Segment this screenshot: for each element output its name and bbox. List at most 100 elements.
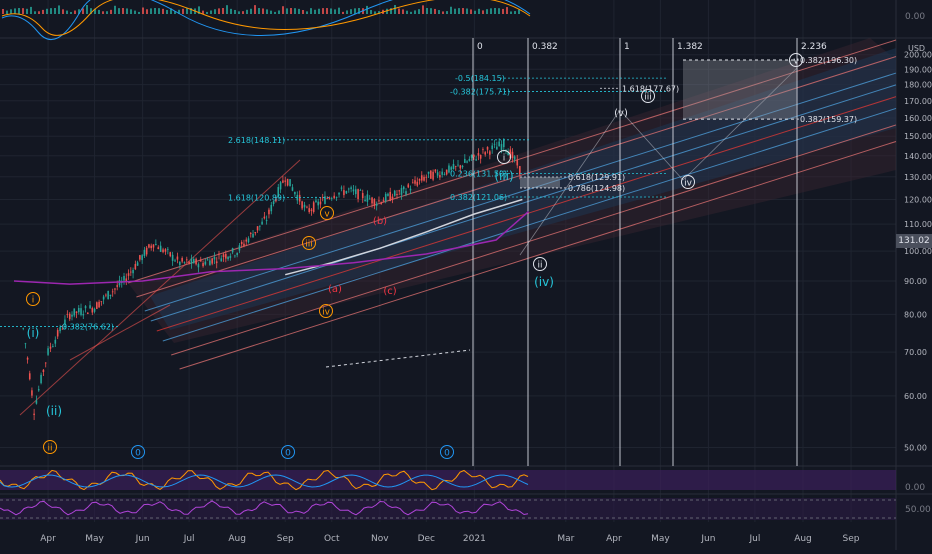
candle-body [382, 200, 385, 202]
candle-body [102, 296, 105, 300]
candle-body [77, 307, 80, 313]
top-histogram-bar [286, 8, 288, 14]
candle-body [425, 176, 428, 178]
candle-body [468, 158, 471, 161]
candle-body [282, 180, 284, 183]
candle-body [141, 255, 143, 261]
candle-body [347, 188, 350, 190]
top-histogram-bar [94, 8, 96, 14]
candle-body [143, 249, 146, 256]
top-histogram-bar [90, 8, 92, 14]
fib-level-label: -0.382(175.71) [450, 87, 510, 96]
top-histogram-bar [470, 9, 472, 14]
candle-body [211, 258, 213, 264]
candle-body [371, 197, 373, 204]
top-histogram-bar [162, 8, 164, 14]
y-tick-label: 190.00 [904, 65, 932, 74]
top-histogram-bar [366, 5, 368, 14]
candle-body [202, 263, 204, 267]
top-histogram-bar [450, 6, 452, 14]
top-histogram-bar [182, 8, 184, 14]
candle-body [427, 171, 430, 174]
candle-body [473, 154, 475, 157]
candle-body [400, 188, 403, 195]
candle-body [66, 313, 69, 315]
time-fib-label: 0 [477, 42, 483, 52]
fib-level-label: 0.236(131.50) [450, 170, 507, 179]
x-tick-label: Jul [749, 534, 761, 544]
fib-level-label: 1.618(177.67) [622, 84, 679, 93]
top-histogram-bar [454, 8, 456, 14]
wave-label: (ii) [46, 404, 62, 418]
support-box [520, 176, 560, 188]
top-histogram-bar [142, 7, 144, 14]
top-histogram-bar [166, 9, 168, 14]
candle-body [89, 305, 91, 309]
candle-body [441, 171, 443, 175]
candle-body [423, 176, 425, 181]
candle-body [185, 259, 188, 261]
candle-body [393, 190, 396, 196]
channel-line [162, 107, 897, 342]
candle-body [407, 184, 410, 188]
candle-body [91, 308, 94, 313]
candle-body [54, 339, 57, 344]
wave-label: 0 [285, 449, 291, 459]
candle-body [459, 165, 462, 169]
moving-average-line [13, 210, 530, 285]
candle-body [509, 149, 512, 159]
top-histogram-bar [178, 9, 180, 14]
wave-label: (iv) [534, 275, 554, 289]
candle-body [445, 169, 448, 175]
wave-label-circle [320, 206, 334, 220]
candle-body [123, 276, 125, 281]
candle-body [511, 151, 514, 158]
candle-body [222, 254, 225, 258]
candle-body [197, 264, 200, 268]
candle-body [461, 165, 464, 168]
top-histogram-bar [418, 9, 420, 14]
top-histogram-bar [342, 11, 344, 14]
candle-body [22, 328, 25, 330]
candle-body [380, 202, 383, 204]
x-tick-label: Apr [40, 534, 56, 544]
candle-body [268, 209, 270, 215]
top-histogram-bar [334, 9, 336, 14]
top-histogram-bar [426, 8, 428, 14]
candle-body [350, 187, 352, 189]
candle-body [171, 254, 174, 261]
candle-body [195, 258, 197, 265]
trend-line [69, 304, 171, 361]
top-histogram-bar [106, 11, 108, 14]
top-histogram-bar [350, 9, 352, 14]
candle-body [328, 197, 331, 199]
candle-body [114, 288, 116, 290]
top-histogram-bar [42, 9, 44, 14]
candle-body [136, 262, 139, 266]
candle-body [448, 165, 450, 173]
wave-label-circle [789, 53, 803, 67]
y-tick-label: 80.00 [904, 310, 927, 319]
candle-body [227, 256, 229, 260]
channel-line [171, 124, 897, 356]
candle-body [398, 190, 401, 192]
x-tick-label: Apr [606, 534, 622, 544]
currency-label: USD [908, 44, 925, 53]
top-histogram-bar [98, 9, 100, 14]
fib-level-label: 0.382(76.62) [62, 323, 114, 332]
candle-body [225, 253, 227, 259]
wave-label: (iii) [494, 169, 513, 183]
candle-body [179, 261, 181, 265]
candle-body [321, 197, 324, 199]
candle-body [498, 141, 500, 147]
candle-body [301, 201, 303, 209]
candle-body [430, 170, 432, 179]
y-tick-label: 100.00 [904, 247, 932, 256]
candle-body [450, 167, 453, 170]
top-histogram-bar [38, 11, 40, 14]
candle-body [181, 258, 183, 262]
candle-body [111, 291, 114, 293]
dashed-projection [325, 349, 471, 368]
